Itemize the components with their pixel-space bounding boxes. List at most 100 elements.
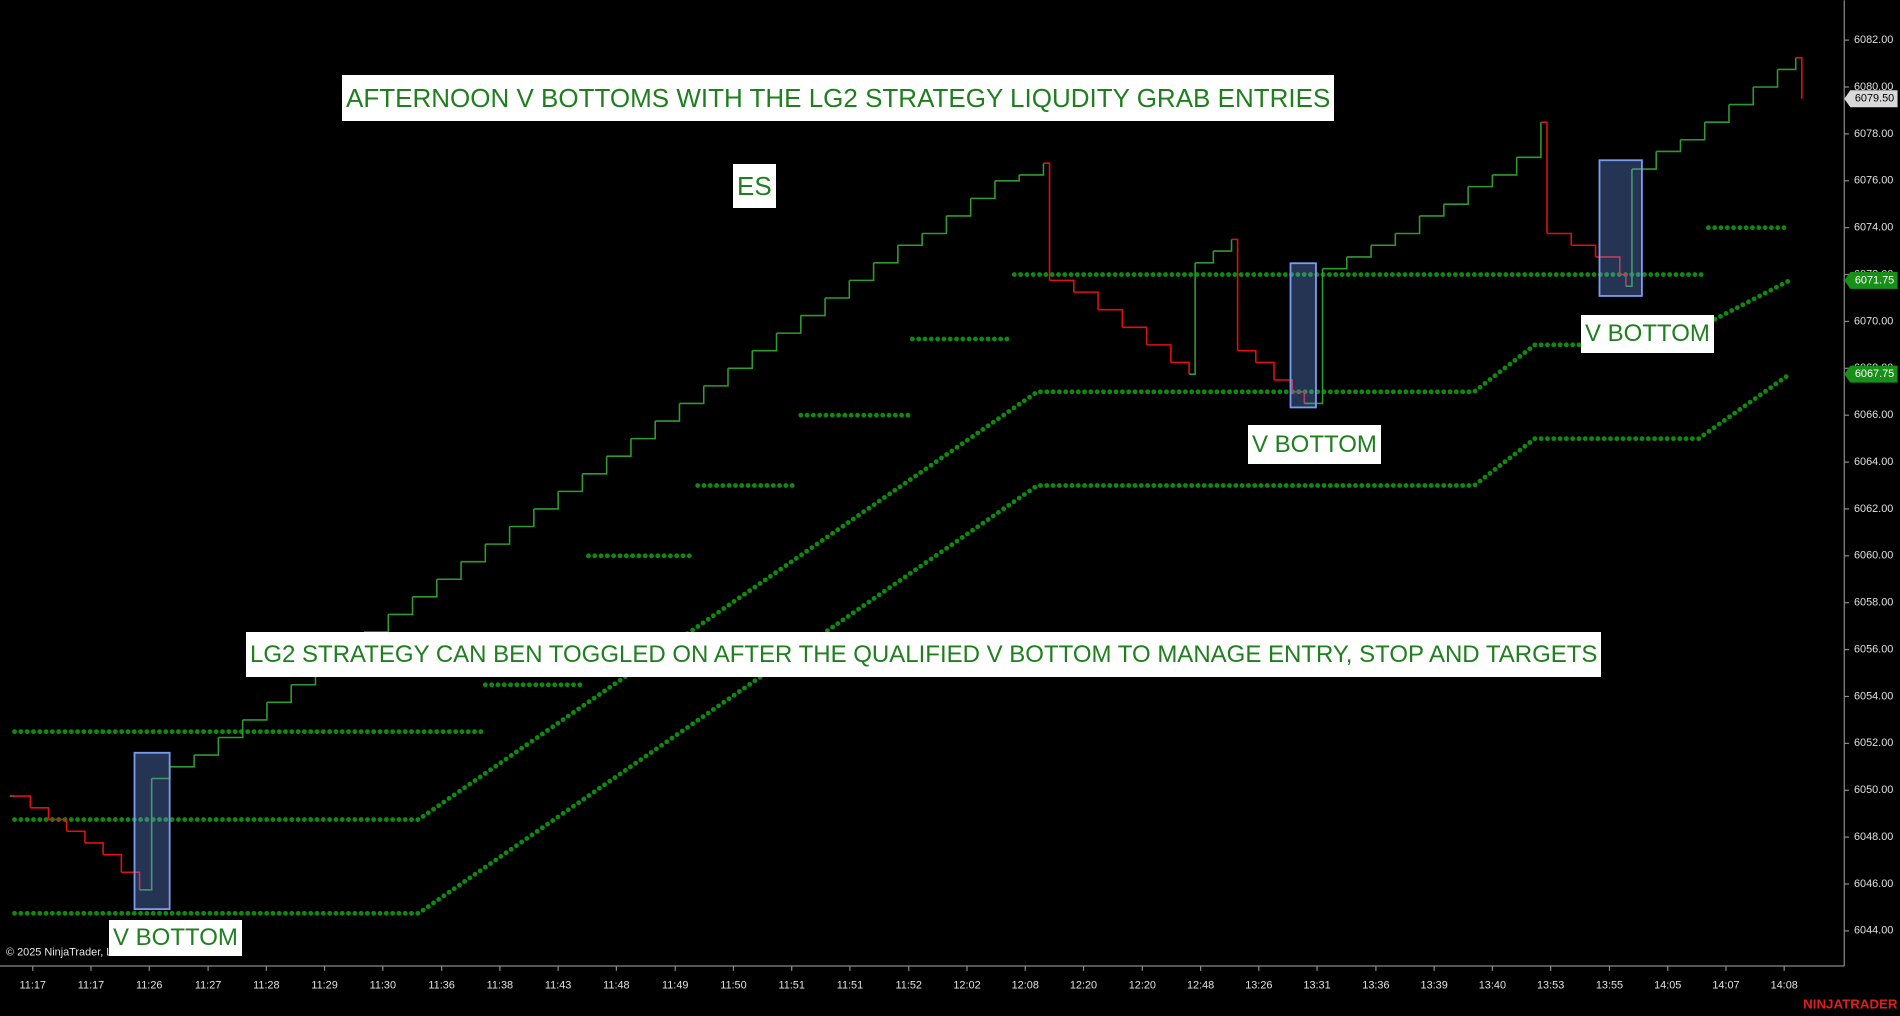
price-bar <box>218 719 244 739</box>
x-tick-label: 11:52 <box>896 979 922 991</box>
y-tick-label: 6044.00 <box>1854 925 1893 937</box>
price-bar <box>1019 163 1045 176</box>
x-tick-label: 11:48 <box>603 979 629 991</box>
price-bar <box>825 280 851 299</box>
x-tick-label: 14:07 <box>1712 979 1739 991</box>
price-bar <box>727 350 754 370</box>
price-bar <box>1304 268 1324 405</box>
price-bar <box>558 473 584 493</box>
x-tick-label: 13:40 <box>1479 979 1506 991</box>
y-tick-label: 6076.00 <box>1854 175 1893 187</box>
price-bar <box>412 579 438 598</box>
y-tick-label: 6058.00 <box>1854 597 1893 609</box>
v-bottom-box <box>1598 159 1643 297</box>
x-tick-label: 13:55 <box>1596 979 1623 991</box>
price-bar <box>582 456 608 475</box>
price-tag-label: 6071.75 <box>1855 274 1894 286</box>
v-bottom-box <box>1289 262 1317 409</box>
x-tick-label: 13:31 <box>1303 979 1330 991</box>
x-tick-label: 11:27 <box>195 979 221 991</box>
price-bar <box>946 198 972 217</box>
y-tick-label: 6046.00 <box>1854 878 1893 890</box>
trail-stop-dots <box>12 371 1793 916</box>
price-tag-label: 6079.50 <box>1855 93 1894 105</box>
x-tick-label: 14:05 <box>1654 979 1681 991</box>
price-tag-label: 6067.75 <box>1855 368 1894 380</box>
price-bar <box>1729 87 1755 106</box>
price-bar <box>1371 233 1397 247</box>
price-bar <box>703 368 729 387</box>
price-bar <box>533 491 559 510</box>
price-tag <box>1844 365 1898 383</box>
x-tick-label: 11:50 <box>720 979 746 991</box>
y-tick-label: 6050.00 <box>1854 784 1893 796</box>
x-tick-label: 13:36 <box>1362 979 1389 991</box>
price-bar <box>103 853 123 873</box>
price-bar <box>1213 239 1233 252</box>
x-tick-label: 11:49 <box>662 979 688 991</box>
price-bar <box>1546 232 1573 246</box>
x-tick-label: 12:20 <box>1070 979 1097 991</box>
price-bar <box>1492 157 1518 176</box>
price-bar <box>1195 251 1215 264</box>
price-bar <box>461 544 487 563</box>
x-tick-label: 11:17 <box>20 979 46 991</box>
price-bar <box>1189 262 1196 375</box>
price-bar <box>630 421 656 440</box>
x-tick-label: 11:38 <box>487 979 513 991</box>
price-bar <box>1146 344 1172 363</box>
price-bar <box>1625 169 1633 288</box>
price-bar <box>139 778 153 891</box>
price-bar <box>509 508 535 528</box>
price-bar <box>66 830 86 843</box>
price-bar <box>1540 121 1548 234</box>
x-tick-label: 11:36 <box>428 979 454 991</box>
price-bar <box>1237 349 1257 363</box>
symbol-annotation: ES <box>733 164 776 208</box>
price-bar <box>194 737 220 756</box>
headline-annotation: AFTERNOON V BOTTOMS WITH THE LG2 STRATEG… <box>342 75 1335 121</box>
price-bar <box>169 755 195 768</box>
x-tick-label: 13:53 <box>1537 979 1564 991</box>
price-bar <box>1043 162 1051 281</box>
v-bottom-label: V BOTTOM <box>1248 425 1381 464</box>
x-tick-label: 11:17 <box>78 979 104 991</box>
v-bottom-box <box>133 751 171 910</box>
x-tick-label: 12:20 <box>1129 979 1156 991</box>
x-tick-label: 13:39 <box>1421 979 1448 991</box>
y-tick-label: 6048.00 <box>1854 831 1893 843</box>
price-bar <box>1322 256 1348 270</box>
trail-stop-dots <box>12 277 1793 822</box>
price-bar <box>776 315 802 334</box>
price-bar <box>1619 273 1627 287</box>
y-tick-label: 6070.00 <box>1854 315 1893 327</box>
price-bar <box>922 215 948 235</box>
x-tick-label: 11:29 <box>311 979 337 991</box>
price-tag <box>1844 90 1898 108</box>
y-tick-label: 6056.00 <box>1854 643 1893 655</box>
y-tick-label: 6062.00 <box>1854 503 1893 515</box>
price-bar <box>121 871 141 890</box>
price-bar <box>1098 308 1124 328</box>
price-bar <box>266 684 292 704</box>
y-tick-label: 6082.00 <box>1854 34 1893 46</box>
price-bar <box>12 795 32 808</box>
y-tick-label: 6078.00 <box>1854 128 1893 140</box>
price-bar <box>1595 256 1621 275</box>
x-tick-label: 11:51 <box>778 979 804 991</box>
price-bar <box>1571 244 1597 257</box>
price-bar <box>1049 279 1075 293</box>
price-bar <box>48 818 68 832</box>
y-tick-label: 6052.00 <box>1854 737 1893 749</box>
x-tick-label: 11:28 <box>253 979 279 991</box>
price-bar <box>1170 361 1190 375</box>
price-bar <box>1795 56 1803 99</box>
x-tick-label: 13:26 <box>1245 979 1272 991</box>
y-tick-label: 6060.00 <box>1854 550 1893 562</box>
price-bar <box>1631 151 1657 170</box>
y-tick-label: 6074.00 <box>1854 222 1893 234</box>
x-tick-label: 12:02 <box>953 979 980 991</box>
price-bar <box>1346 245 1372 258</box>
price-bar <box>1122 326 1148 345</box>
